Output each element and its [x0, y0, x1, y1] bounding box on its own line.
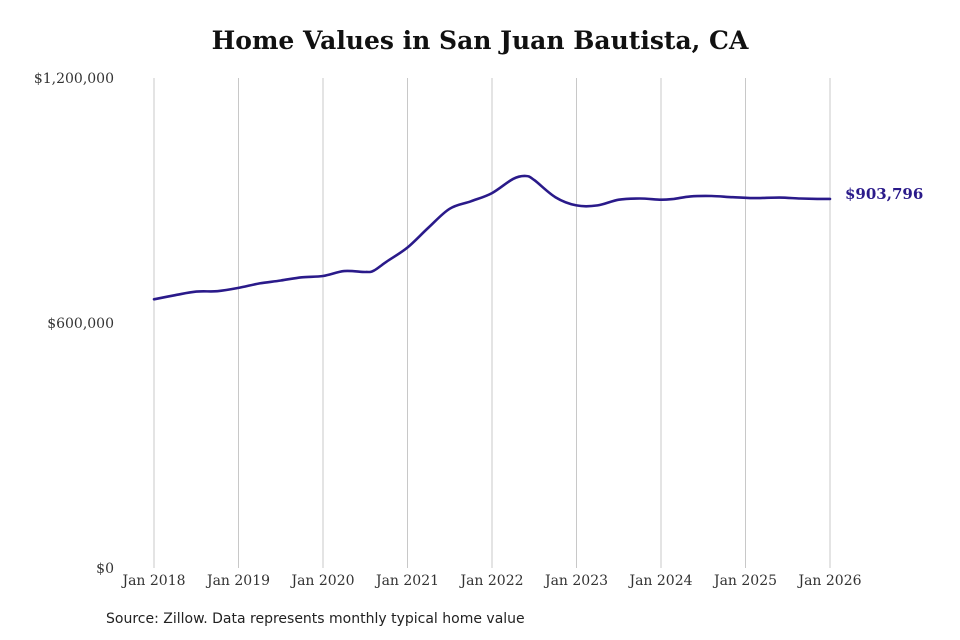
x-tick-label: Jan 2021	[374, 573, 439, 589]
x-tick-label: Jan 2025	[712, 573, 777, 589]
grid-lines	[153, 78, 831, 568]
x-tick-label: Jan 2019	[205, 573, 270, 589]
y-tick-label: $0	[96, 561, 114, 577]
x-tick-label: Jan 2023	[543, 573, 608, 589]
x-tick-label: Jan 2020	[289, 573, 354, 589]
y-axis: $0 $600,000 $1,200,000	[34, 71, 114, 577]
x-tick-label: Jan 2022	[458, 573, 523, 589]
label-layer: $903,796	[845, 185, 923, 203]
x-tick-label: Jan 2024	[627, 573, 692, 589]
x-tick-label: Jan 2026	[796, 573, 861, 589]
end-value-label: $903,796	[845, 185, 923, 203]
series-line	[152, 174, 832, 301]
series-layer	[152, 174, 832, 301]
x-tick-label: Jan 2018	[120, 573, 185, 589]
y-tick-label: $1,200,000	[34, 71, 114, 87]
source-note: Source: Zillow. Data represents monthly …	[106, 611, 525, 627]
y-tick-label: $600,000	[47, 316, 114, 332]
x-axis: Jan 2018 Jan 2019 Jan 2020 Jan 2021 Jan 2022…	[120, 573, 861, 589]
chart-title: Home Values in San Juan Bautista, CA	[211, 26, 749, 55]
